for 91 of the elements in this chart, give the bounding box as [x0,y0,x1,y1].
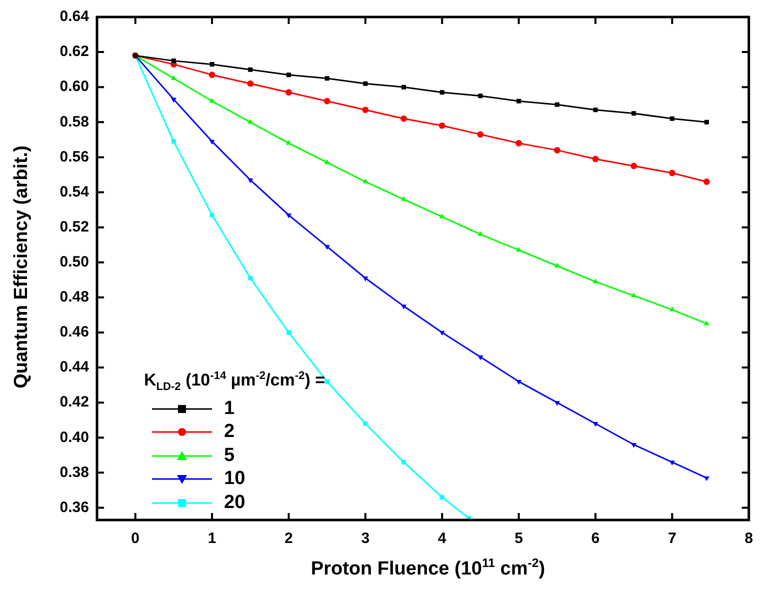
point [324,76,330,81]
point [704,120,709,124]
y-tick-label: 0.62 [60,43,89,60]
point [208,72,216,78]
point [554,147,560,154]
x-tick-label: 6 [591,530,600,548]
point [247,80,254,87]
point [170,98,176,103]
point [440,494,444,500]
point [478,355,484,360]
point [477,131,484,138]
point [286,330,291,335]
point [668,170,676,176]
y-tick-label: 0.56 [60,148,89,166]
legend-label: 10 [224,468,246,490]
point [401,84,406,90]
point [400,115,407,122]
x-axis-title: Proton Fluence (10$^{11}$ cm$^{-2}$) [310,556,546,580]
point [592,156,599,162]
point [554,102,560,107]
point [248,67,253,72]
point [592,422,598,427]
point [210,62,214,67]
x-tick-label: 7 [668,530,676,548]
legend-label: 2 [224,421,235,444]
point [286,89,292,96]
y-axis-title: Quantum Efficiency (arbit.) [11,146,33,388]
x-tick-label: 5 [514,530,523,548]
point [286,140,292,145]
point [631,292,637,298]
y-tick-label: 0.46 [60,324,89,341]
y-tick-label: 0.44 [60,358,90,376]
y-tick-label: 0.60 [60,78,89,96]
point [516,246,522,252]
point [170,75,176,80]
legend-label: 1 [224,398,235,420]
x-tick-label: 8 [744,530,753,548]
point [516,98,522,104]
point [363,81,368,86]
point [440,90,444,95]
legend-label: 20 [224,492,246,514]
point [630,162,637,170]
point [324,98,330,104]
point [593,108,598,112]
point [401,460,406,464]
point [248,276,253,280]
point [439,330,445,336]
point [171,139,176,144]
point [670,116,674,121]
text: K$_{LD-2}$ (10$^{-14}$ µm$^{-2}$/cm$^{-2}$) = [144,370,326,394]
y-tick-label: 0.58 [60,113,89,130]
point [363,421,368,426]
point [438,122,446,129]
point [286,72,291,78]
point [324,379,330,384]
y-tick-label: 0.52 [60,218,89,236]
point [209,98,215,103]
x-tick-label: 0 [131,530,140,548]
point [592,278,598,284]
point [248,118,254,124]
y-tick-label: 0.64 [60,8,90,26]
y-tick-label: 0.50 [60,254,89,271]
point [362,106,369,114]
point [210,212,214,218]
point [362,276,368,282]
point [704,320,710,326]
y-tick-label: 0.42 [60,394,89,411]
x-tick-label: 2 [284,530,293,548]
y-tick-label: 0.54 [60,183,90,200]
y-tick-label: 0.48 [60,288,89,306]
point [516,380,522,385]
point [516,140,522,146]
point [632,111,636,116]
point [324,159,330,164]
y-tick-label: 0.38 [60,464,89,481]
point [478,94,483,98]
point [400,304,407,310]
x-tick-label: 1 [208,530,216,548]
point [631,443,637,448]
point [669,306,675,312]
point [248,178,254,184]
point [171,58,176,64]
x-tick-label: 3 [361,530,370,548]
point [209,140,215,145]
point [286,213,292,218]
point [703,178,710,185]
y-tick-label: 0.36 [60,498,89,516]
x-tick-label: 4 [438,530,447,548]
y-tick-label: 0.40 [60,428,89,446]
legend-label: 5 [224,444,235,467]
point [324,244,330,250]
